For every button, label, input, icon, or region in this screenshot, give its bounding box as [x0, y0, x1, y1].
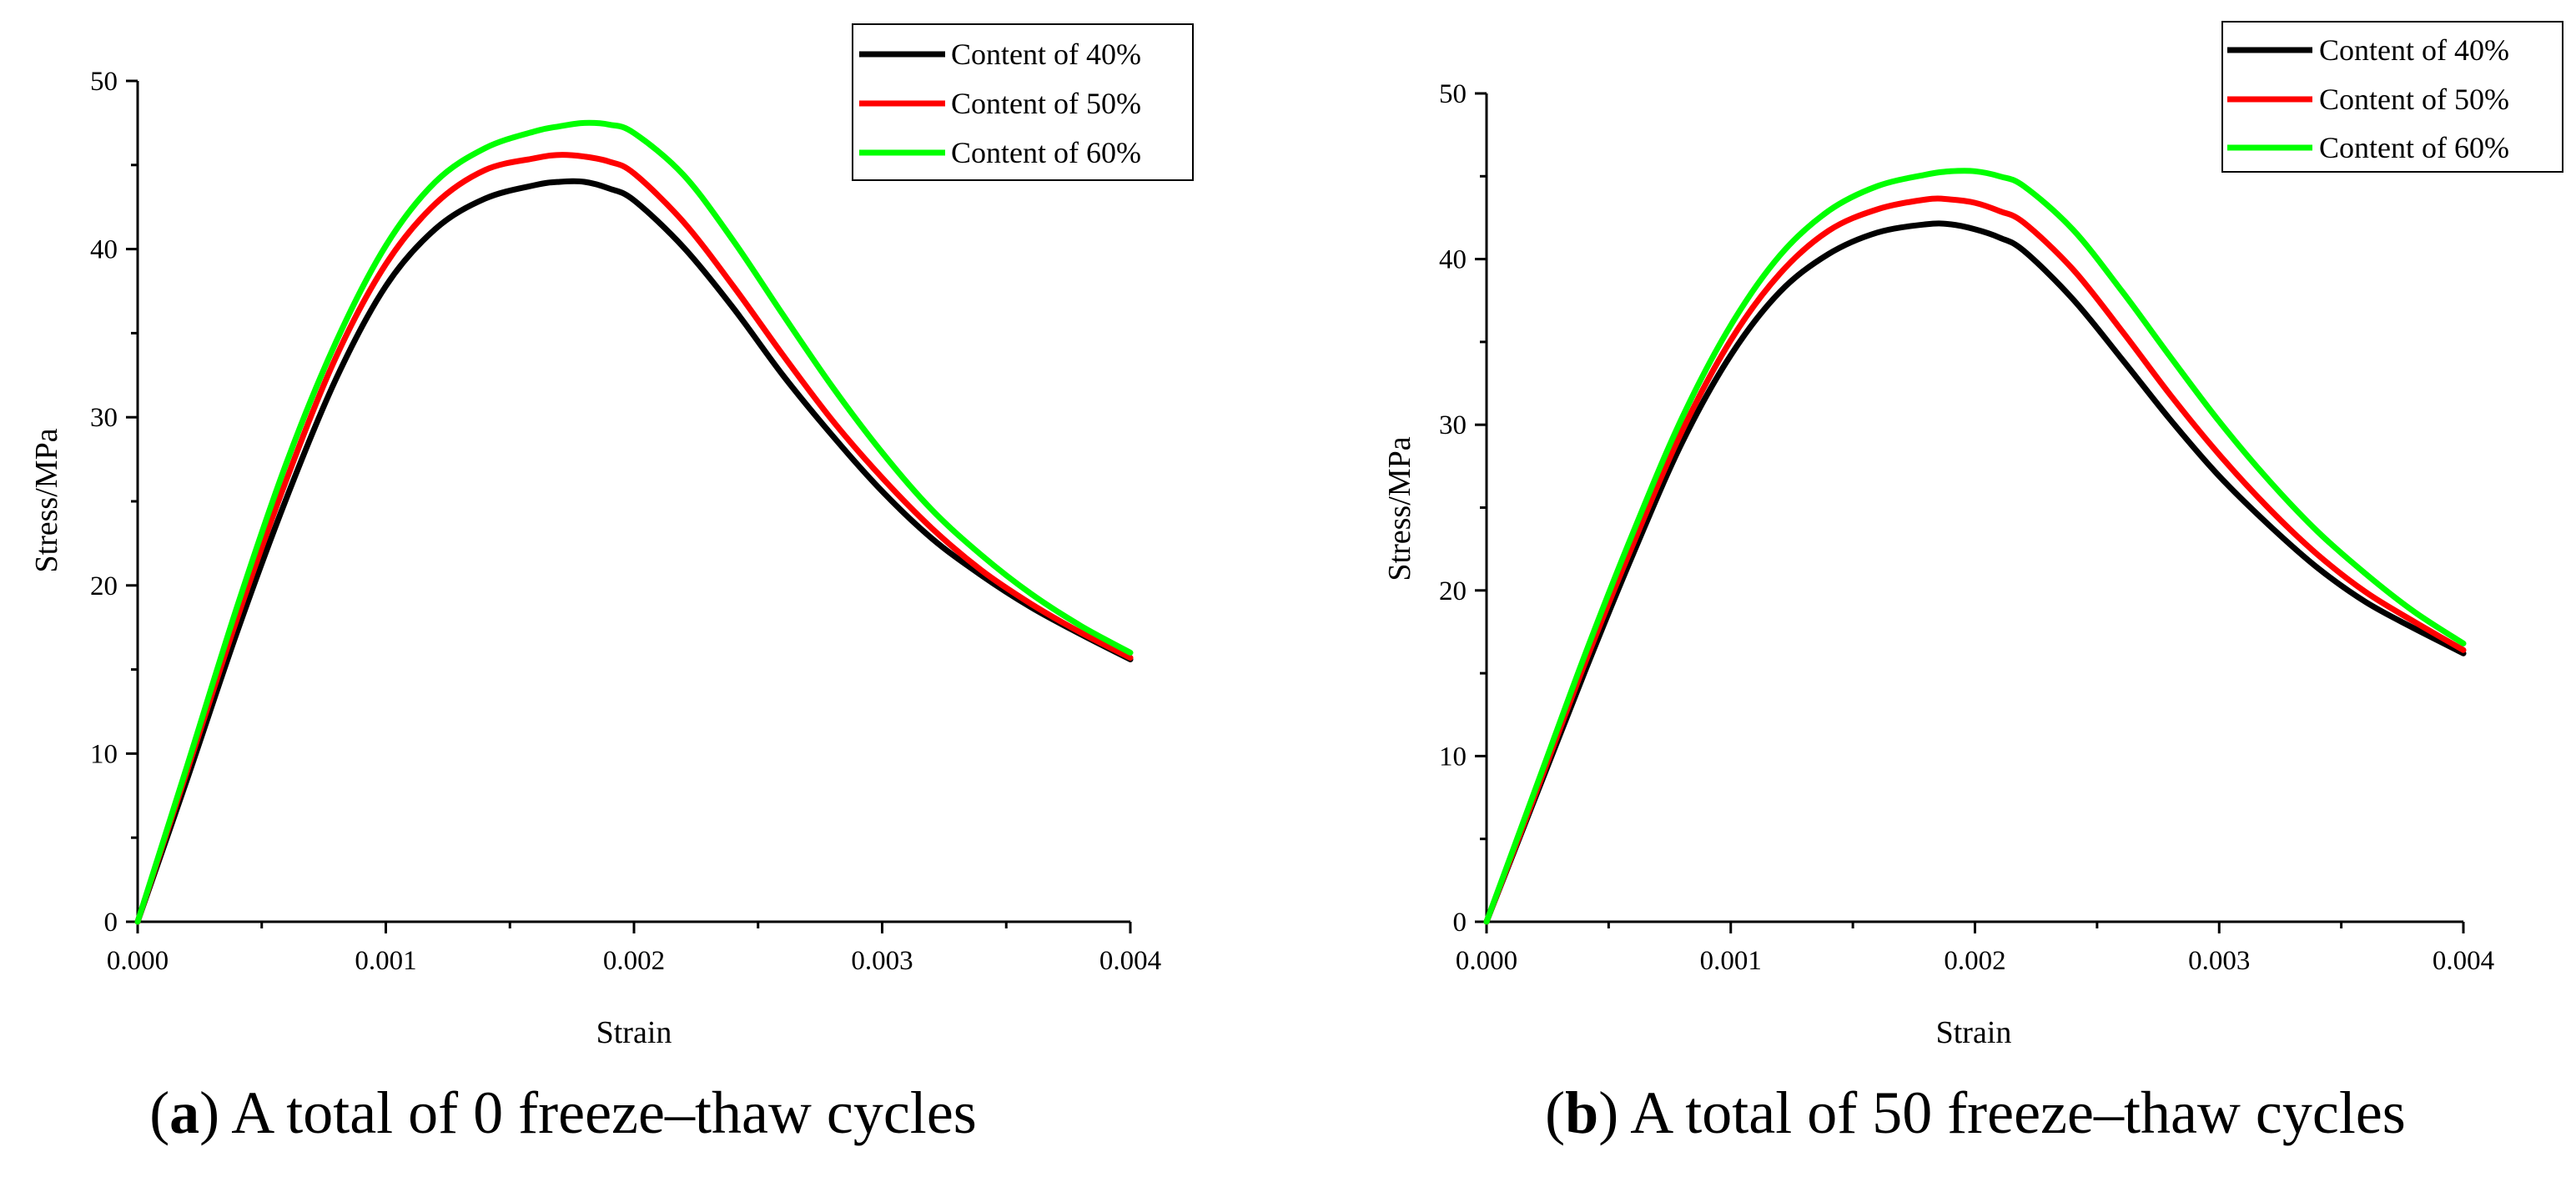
y-tick-label: 0 — [1453, 908, 1467, 938]
chart-panel-a: 0 10 20 30 40 50 0.000 0.001 0.002 0.003 0.004 Co… — [29, 23, 1194, 1146]
legend-item: Content of 60% — [859, 136, 1141, 169]
y-tick-label: 20 — [1439, 576, 1467, 606]
x-tick-label: 0.003 — [2188, 946, 2250, 976]
y-axis-title: Stress/MPa — [29, 428, 64, 572]
chart-panel-b: 0 10 20 30 40 50 0.000 0.001 0.002 0.003 0.004 Co… — [1382, 21, 2563, 1146]
legend-label: Content of 40% — [951, 38, 1141, 71]
x-axis-title: Strain — [1936, 1015, 2012, 1050]
legend-item: Content of 40% — [859, 38, 1141, 71]
series-group — [134, 119, 1134, 925]
series-line-content-40 — [134, 178, 1134, 925]
legend: Content of 40% Content of 50% Content of… — [2221, 21, 2563, 173]
x-tick-label: 0.004 — [1099, 946, 1161, 976]
x-tick-label: 0.001 — [355, 946, 416, 976]
panel-letter: a — [169, 1079, 199, 1146]
y-tick-label: 20 — [90, 571, 118, 601]
legend-label: Content of 60% — [951, 136, 1141, 169]
x-tick-label: 0.000 — [1456, 946, 1517, 976]
legend-item: Content of 50% — [859, 87, 1141, 120]
x-tick-label: 0.002 — [603, 946, 665, 976]
series-group — [1483, 168, 2467, 925]
y-tick-label: 40 — [1439, 245, 1467, 275]
y-tick-label: 10 — [1439, 742, 1467, 772]
legend-item: Content of 40% — [2227, 33, 2509, 67]
y-ticks: 0 10 20 30 40 50 — [90, 67, 138, 938]
x-tick-label: 0.000 — [107, 946, 169, 976]
y-tick-label: 0 — [104, 908, 118, 938]
x-axis-title: Strain — [596, 1015, 672, 1050]
x-tick-label: 0.001 — [1700, 946, 1762, 976]
series-line-content-60 — [134, 119, 1134, 925]
panel-caption-text: A total of 0 freeze–thaw cycles — [231, 1079, 977, 1146]
legend-item: Content of 50% — [2227, 83, 2509, 116]
y-tick-label: 10 — [90, 739, 118, 769]
y-tick-label: 50 — [1439, 79, 1467, 109]
series-line-content-60 — [1483, 168, 2467, 925]
legend-label: Content of 50% — [951, 87, 1141, 120]
plot-area — [1485, 93, 2463, 923]
series-line-content-50 — [1483, 195, 2467, 925]
legend-label: Content of 40% — [2319, 33, 2509, 67]
panel-letter: b — [1565, 1079, 1598, 1146]
y-ticks: 0 10 20 30 40 50 — [1439, 79, 1487, 938]
x-tick-label: 0.003 — [851, 946, 913, 976]
x-tick-label: 0.002 — [1944, 946, 2005, 976]
y-tick-label: 40 — [90, 235, 118, 265]
y-tick-label: 50 — [90, 67, 118, 97]
x-ticks: 0.000 0.001 0.002 0.003 0.004 — [107, 922, 1161, 976]
panel-caption: (a) A total of 0 freeze–thaw cycles — [149, 1079, 977, 1146]
y-axis-title: Stress/MPa — [1382, 436, 1417, 581]
x-ticks: 0.000 0.001 0.002 0.003 0.004 — [1456, 922, 2494, 976]
legend-label: Content of 50% — [2319, 83, 2509, 116]
x-tick-label: 0.004 — [2433, 946, 2494, 976]
legend-label: Content of 60% — [2319, 131, 2509, 164]
y-tick-label: 30 — [90, 403, 118, 433]
legend: Content of 40% Content of 50% Content of… — [852, 23, 1194, 181]
y-tick-label: 30 — [1439, 410, 1467, 440]
panel-caption: (b) A total of 50 freeze–thaw cycles — [1545, 1079, 2406, 1146]
panel-caption-text: A total of 50 freeze–thaw cycles — [1630, 1079, 2406, 1146]
series-line-content-40 — [1483, 220, 2467, 925]
legend-item: Content of 60% — [2227, 131, 2509, 164]
series-line-content-50 — [134, 152, 1134, 925]
